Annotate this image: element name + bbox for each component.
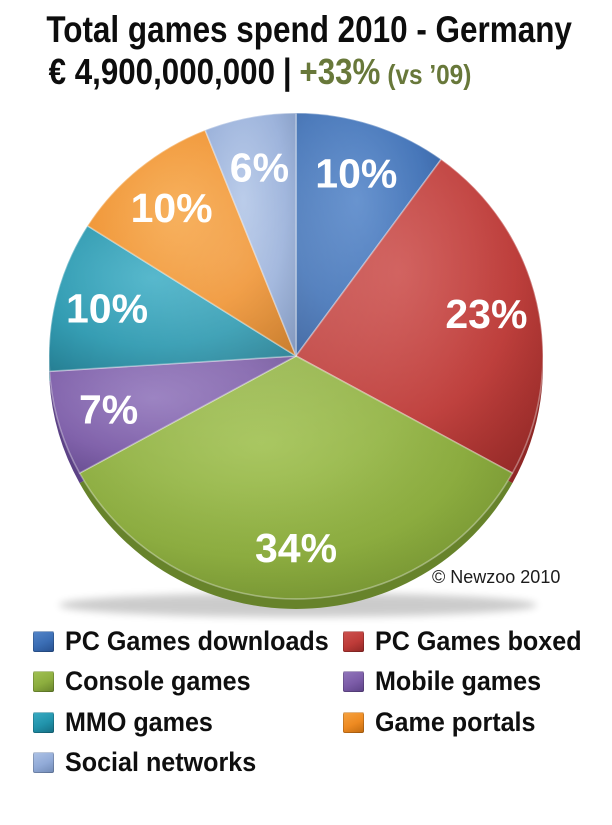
pie-slice-label-game-portals: 10%	[131, 185, 213, 231]
pie-labels: 10% 23% 34% 7% 10% 10% 6%	[66, 144, 527, 571]
chart-title: Total games spend 2010 - Germany	[0, 9, 612, 51]
pie-slice-label-pc-games-boxed: 23%	[445, 291, 527, 337]
legend: PC Games downloads PC Games boxed Console …	[33, 621, 593, 783]
pie-chart: 10% 23% 34% 7% 10% 10% 6%	[48, 112, 544, 617]
legend-label: Game portals	[375, 706, 536, 737]
legend-color-swatch	[33, 671, 54, 693]
legend-label: Social networks	[65, 747, 257, 778]
pie-slice-label-mmo-games: 10%	[66, 285, 148, 331]
legend-color-swatch	[343, 671, 364, 693]
pie-slice-label-pc-games-downloads: 10%	[315, 150, 397, 196]
legend-item-pc-games-downloads: PC Games downloads	[33, 626, 343, 657]
legend-color-swatch	[343, 711, 364, 733]
chart-subtitle: € 4,900,000,000 | +33% (vs ’09)	[0, 51, 566, 93]
pie-sheen-overlay	[49, 113, 543, 599]
legend-item-game-portals: Game portals	[343, 707, 593, 738]
total-spend-value: € 4,900,000,000	[48, 51, 276, 92]
pie-slice-label-mobile-games: 7%	[79, 387, 138, 433]
legend-item-console-games: Console games	[33, 666, 343, 697]
legend-item-pc-games-boxed: PC Games boxed	[343, 626, 593, 657]
legend-label: Mobile games	[375, 666, 542, 697]
legend-item-social-networks: Social networks	[33, 747, 343, 778]
growth-note: (vs ’09)	[387, 59, 472, 90]
legend-color-swatch	[33, 630, 54, 652]
legend-item-mmo-games: MMO games	[33, 707, 343, 738]
legend-label: PC Games boxed	[375, 625, 582, 656]
legend-label: MMO games	[65, 706, 213, 737]
pie-slice-label-social-networks: 6%	[230, 144, 289, 190]
legend-label: Console games	[65, 666, 251, 697]
copyright: © Newzoo 2010	[432, 567, 561, 587]
growth-value: +33%	[299, 51, 381, 92]
chart-title-text: Total games spend 2010 - Germany	[46, 9, 572, 50]
legend-color-swatch	[33, 752, 54, 774]
pie-slice-label-console-games: 34%	[255, 525, 337, 571]
legend-item-mobile-games: Mobile games	[343, 666, 593, 697]
legend-label: PC Games downloads	[65, 625, 329, 656]
legend-color-swatch	[343, 630, 364, 652]
subtitle-separator: |	[282, 51, 292, 92]
legend-color-swatch	[33, 711, 54, 733]
